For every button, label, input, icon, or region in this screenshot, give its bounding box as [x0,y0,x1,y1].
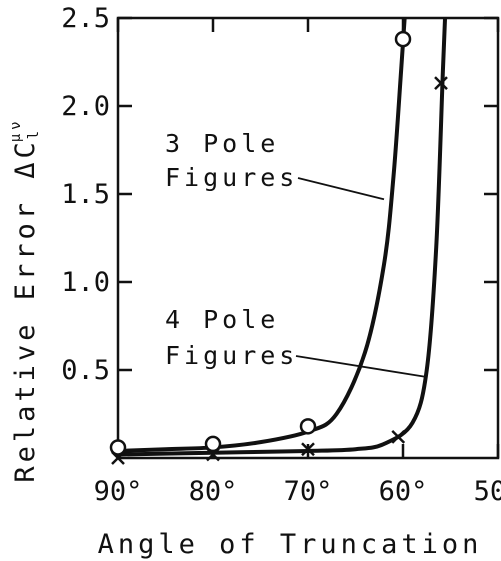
cross-stroke [206,447,220,462]
y-tick-label: 2.5 [61,3,110,34]
annotation-leader-line [297,177,385,201]
data-point-circle [394,30,412,48]
y-tick-label: 2.0 [61,91,110,122]
y-axis-label: Relative Error ΔCμν l [8,117,42,482]
cross-stroke [434,76,448,91]
x-tick-label: 90° [94,476,143,507]
annotation-leader-line [295,355,427,378]
data-point-cross [111,451,125,465]
y-tick-label: 1.5 [61,179,110,210]
annotation-label-line1: 3 Pole [165,129,279,158]
cross-stroke [111,451,125,465]
data-point-cross [434,76,448,91]
x-tick-label: 50° [474,476,501,507]
series-line-2 [118,18,448,457]
labels: 90° 80° 70° 60° 50° 0.5 1.0 1.5 2.0 2.5 Angle of T… [8,3,501,560]
annotation-label-line1: 4 Pole [165,305,279,334]
curves [118,18,448,457]
series-line-1 [118,18,407,453]
x-tick-label: 60° [379,476,428,507]
data-point-cross [391,429,406,444]
y-tick-label: 0.5 [61,355,110,386]
data-point-circle [109,439,127,456]
cross-stroke [301,442,315,457]
y-tick-label: 1.0 [61,267,110,298]
y-axis-label-superscript: μν [8,117,24,142]
y-axis-label-subscript: l [26,127,42,139]
x-axis-label: Angle of Truncation [98,529,483,560]
axes [116,16,500,460]
data-point-cross [206,447,220,462]
x-tick-label: 70° [284,476,333,507]
markers [109,30,448,465]
annotation-label-line2: Figures [165,163,298,192]
data-point-circle [204,435,222,453]
annotation-label-line2: Figures [165,341,298,370]
data-point-circle [299,418,317,435]
x-tick-label: 80° [189,476,238,507]
data-point-cross [301,442,315,457]
cross-stroke [391,429,406,444]
